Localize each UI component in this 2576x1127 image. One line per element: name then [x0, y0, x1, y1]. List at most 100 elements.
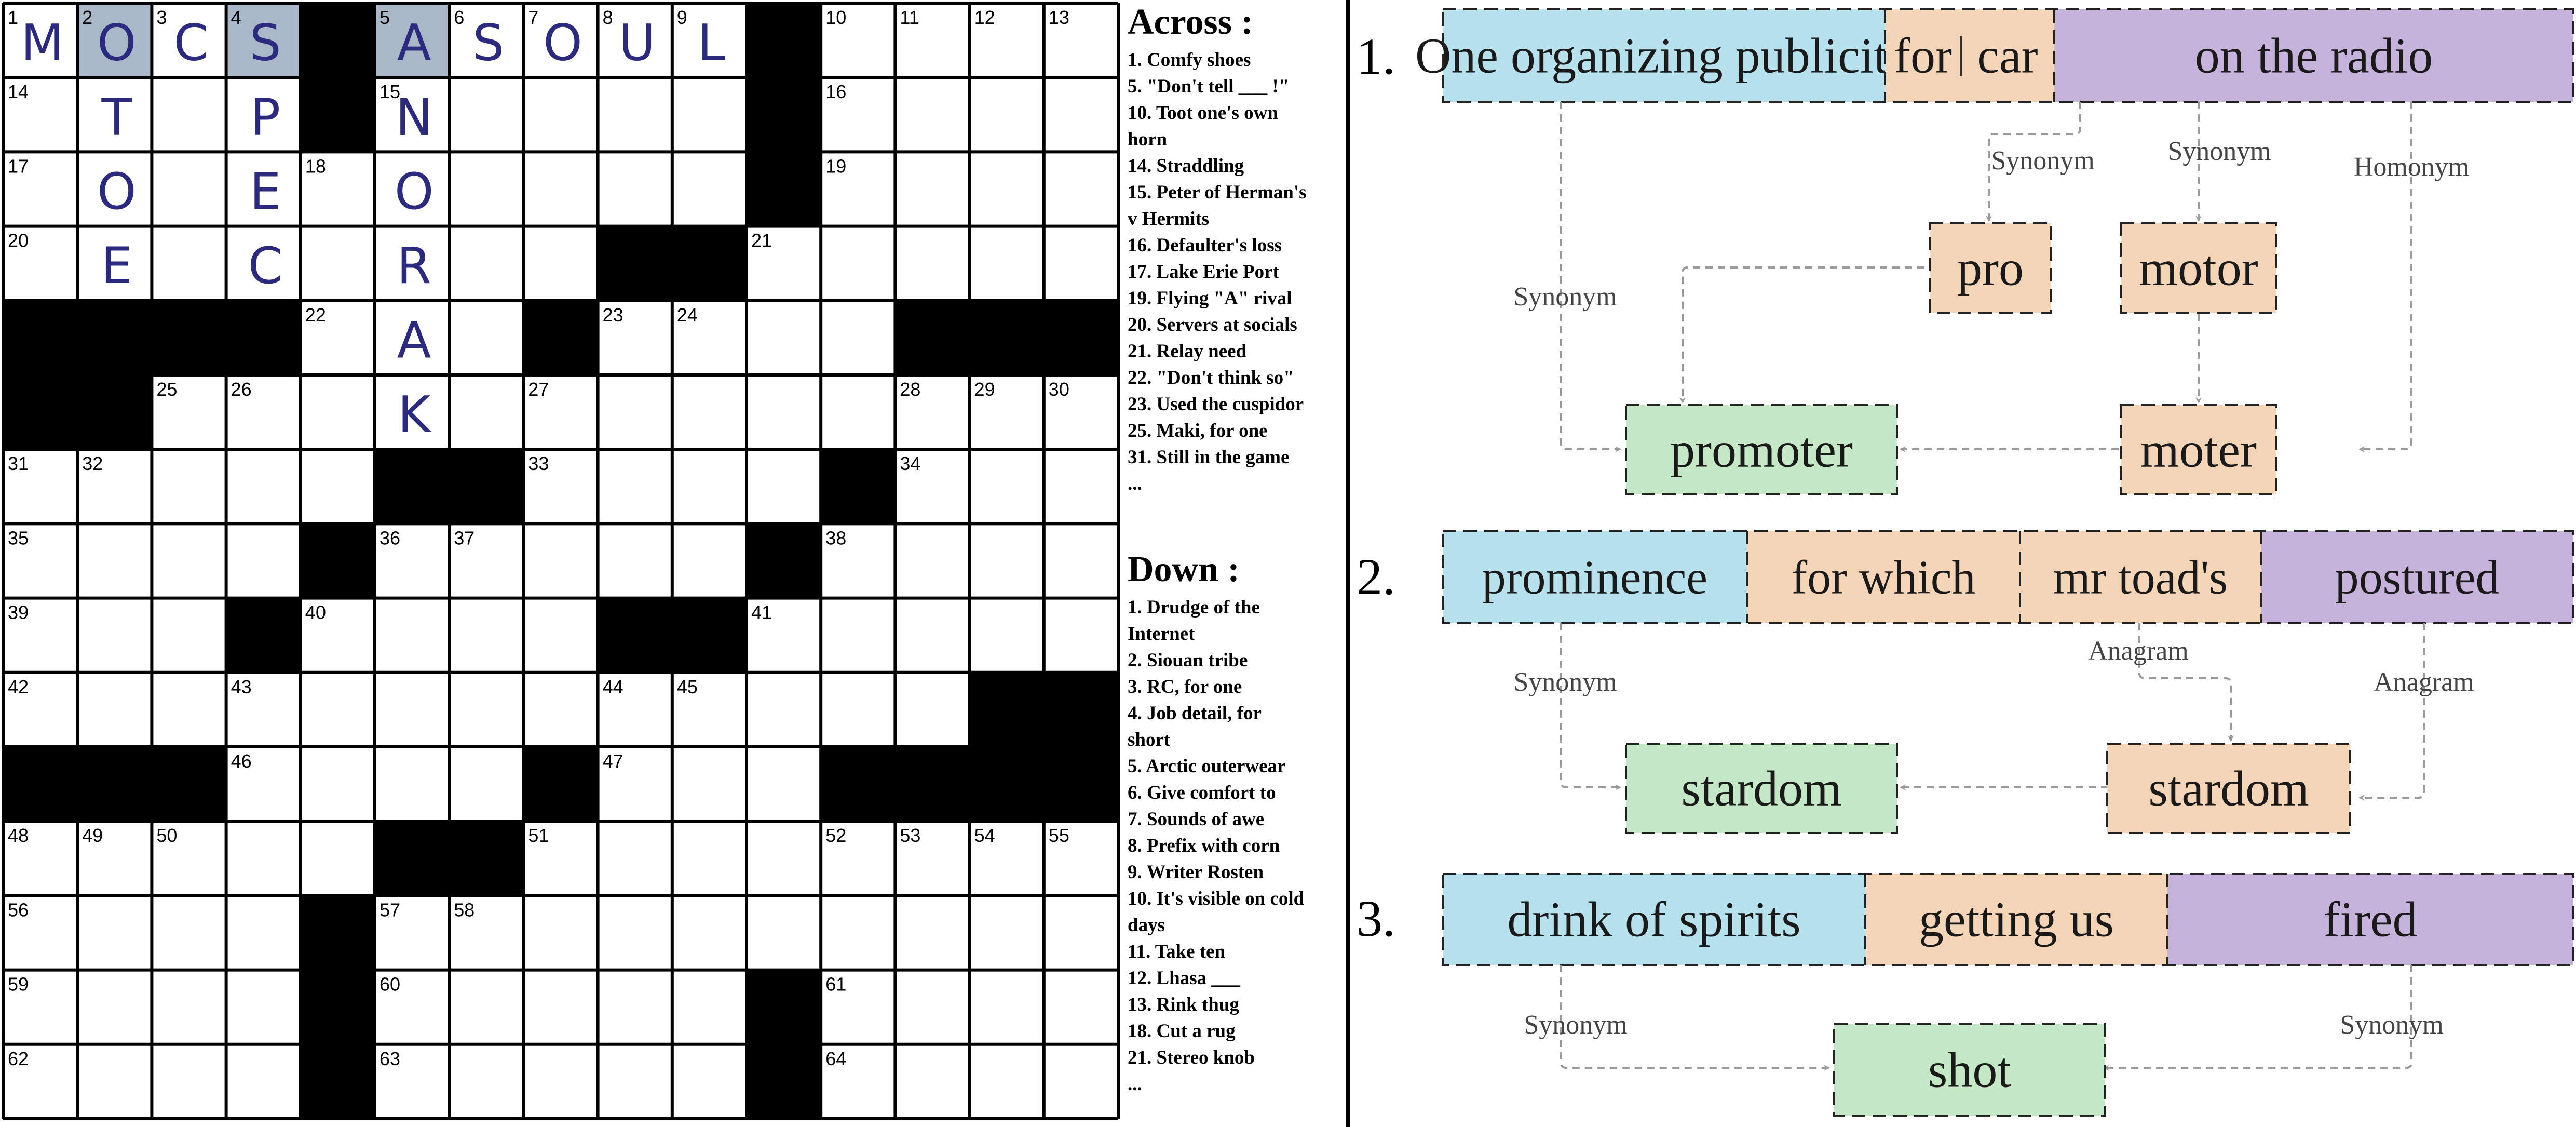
- down-clue: 13. Rink thug: [1128, 994, 1239, 1015]
- relation-label: Synonym: [1991, 146, 2094, 176]
- answer-stardom-box: [1625, 743, 1898, 834]
- answer-shot-text: shot: [1928, 1042, 2011, 1098]
- across-clue: 22. "Don't think so": [1128, 367, 1294, 388]
- black-cell: [969, 300, 1044, 375]
- clue-segment-text: fired: [2323, 892, 2417, 947]
- clue-segment-text: car: [1977, 28, 2038, 84]
- cell-number: 17: [8, 155, 29, 177]
- down-clues: Down : 1. Drudge of the Internet 2. Siouan…: [1128, 552, 1346, 1097]
- cell-number: 42: [8, 676, 29, 697]
- relation-label: Synonym: [1513, 667, 1617, 697]
- relation-arrow: [2103, 965, 2412, 1071]
- cell-number: 59: [8, 974, 29, 995]
- cell-number: 11: [900, 7, 919, 28]
- down-clue: short: [1128, 729, 1171, 750]
- answer-stardom-text: stardom: [1681, 761, 1841, 816]
- down-clue: 12. Lhasa ___: [1128, 968, 1240, 989]
- cell-number: 27: [528, 379, 549, 400]
- relation-arrow: [2138, 623, 2234, 742]
- answer-promoter-box: [1625, 404, 1898, 495]
- black-cell: [747, 152, 821, 226]
- clue-outline: [1442, 873, 2574, 966]
- across-clue: 16. Defaulter's loss: [1128, 235, 1282, 256]
- cell-number: 39: [8, 602, 29, 623]
- relation-label: Synonym: [1524, 1010, 1627, 1040]
- clue-segment-definition: [1443, 874, 1865, 965]
- black-cell: [821, 449, 896, 524]
- black-cell: [598, 226, 672, 301]
- across-clue: horn: [1128, 129, 1168, 150]
- cell-number: 4: [231, 7, 241, 28]
- black-cell: [77, 747, 152, 822]
- handwritten-letter: C: [248, 237, 283, 295]
- answer-shot: shot: [1833, 1023, 2106, 1117]
- clue-segment-wordplay: [1961, 9, 2054, 102]
- relation-arrow: [2358, 102, 2412, 452]
- clue-outline: [1442, 8, 2574, 103]
- clue-segment-indicator: [2054, 9, 2573, 102]
- handwritten-letter: O: [395, 163, 434, 221]
- handwritten-letter: T: [101, 88, 132, 146]
- across-clue: 5. "Don't tell ___ !": [1128, 76, 1290, 97]
- black-cell: [3, 375, 78, 450]
- handwritten-letter: M: [21, 14, 64, 72]
- black-cell: [969, 672, 1044, 747]
- highlighted-cell: [226, 3, 301, 78]
- down-clue: 7. Sounds of awe: [1128, 809, 1265, 830]
- cell-number: 62: [8, 1048, 29, 1069]
- node-stardom-anagram-text: stardom: [2148, 761, 2309, 816]
- cell-number: 58: [454, 899, 474, 920]
- cell-number: 63: [379, 1048, 400, 1069]
- relation-arrow: [1560, 102, 1621, 452]
- black-cell: [300, 77, 375, 152]
- down-clue: 18. Cut a rug: [1128, 1021, 1236, 1042]
- cell-number: 60: [379, 974, 400, 995]
- black-cell: [300, 970, 375, 1044]
- black-cell: [747, 77, 821, 152]
- handwritten-letter: O: [543, 14, 582, 72]
- cell-number: 1: [8, 7, 18, 28]
- cell-number: 48: [8, 825, 29, 846]
- clue-segment-text: prominence: [1482, 551, 1707, 603]
- relation-label: Synonym: [2167, 137, 2271, 166]
- handwritten-letter: R: [397, 237, 431, 295]
- black-cell: [152, 747, 226, 822]
- black-cell: [1043, 672, 1118, 747]
- cell-number: 35: [8, 527, 29, 548]
- clue-segment-text: One organizing publicity: [1415, 28, 1913, 84]
- black-cell: [300, 1044, 375, 1119]
- clue-segment-text: for: [1894, 28, 1952, 84]
- cell-number: 21: [751, 230, 772, 251]
- down-clue-list: 1. Drudge of the Internet 2. Siouan tribe 3…: [1128, 594, 1346, 1097]
- node-motor: motor: [2120, 222, 2277, 314]
- black-cell: [523, 747, 598, 822]
- handwritten-letter: C: [173, 14, 208, 72]
- across-clue-list: 1. Comfy shoes 5. "Don't tell ___ !" 10. T…: [1128, 47, 1346, 497]
- clue-segment-text: mr toad's: [2053, 551, 2228, 603]
- cell-number: 26: [231, 379, 252, 400]
- cell-number: 32: [82, 453, 103, 474]
- black-cell: [895, 300, 970, 375]
- black-cell: [77, 300, 152, 375]
- black-cell: [672, 226, 747, 301]
- cell-number: 25: [156, 379, 177, 400]
- handwritten-letter: A: [397, 14, 431, 72]
- black-cell: [3, 300, 78, 375]
- clue-segment-text: on the radio: [2195, 28, 2433, 84]
- black-cell: [375, 449, 450, 524]
- cell-number: 5: [379, 7, 390, 28]
- example-number: 2.: [1357, 548, 1395, 606]
- clue-segment-text: getting us: [1919, 892, 2114, 947]
- cell-number: 36: [379, 527, 400, 548]
- black-cell: [449, 821, 524, 896]
- across-clue: 15. Peter of Herman's: [1128, 182, 1307, 203]
- cell-number: 18: [305, 155, 326, 177]
- cell-number: 9: [677, 7, 687, 28]
- node-moter-box: [2120, 404, 2277, 495]
- clue-segment-wordplay: [1865, 874, 2167, 965]
- cell-number: 15: [379, 81, 400, 102]
- handwritten-letter: O: [97, 163, 137, 221]
- relation-arrow: [1986, 102, 2081, 222]
